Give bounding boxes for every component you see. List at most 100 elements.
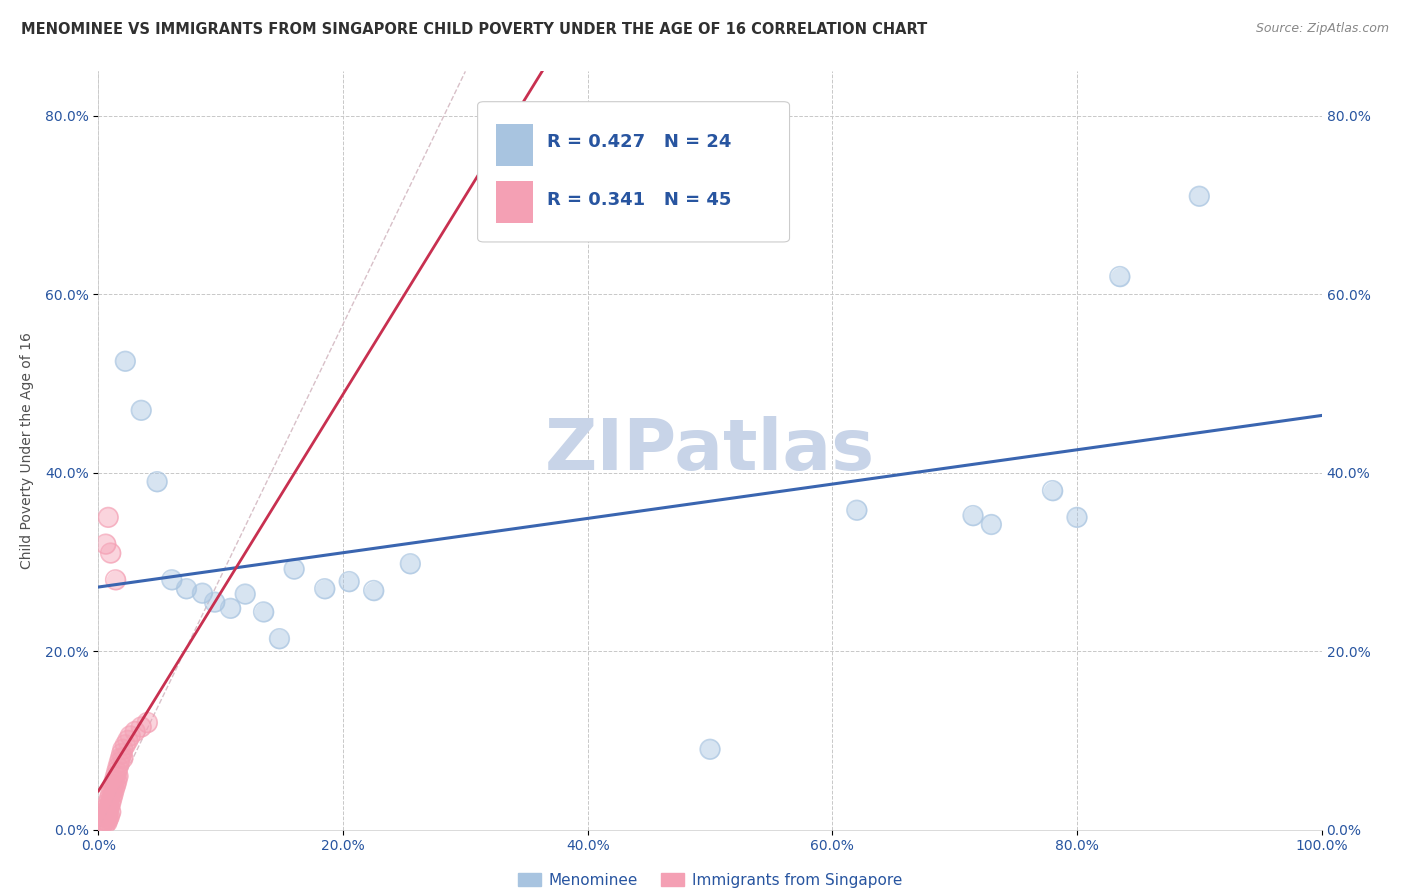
Point (101, 791, 124, 805)
Point (399, 557, 422, 571)
Point (114, 354, 136, 368)
Point (100, 546, 122, 560)
Point (176, 582, 198, 596)
Point (104, 778, 127, 792)
Y-axis label: Child Poverty Under the Age of 16: Child Poverty Under the Age of 16 (20, 332, 34, 569)
Point (124, 724, 146, 739)
Point (96, 815, 118, 830)
Point (845, 503, 868, 517)
Point (96, 800, 118, 814)
Point (94, 805, 117, 819)
Point (101, 778, 124, 792)
Point (107, 769, 129, 783)
Point (269, 632, 291, 646)
Point (337, 574, 360, 589)
Point (124, 724, 146, 739)
FancyBboxPatch shape (496, 124, 533, 166)
Point (91, 818, 114, 832)
Point (93, 818, 115, 832)
Point (96, 800, 118, 814)
Point (107, 760, 129, 774)
Point (110, 751, 132, 765)
Point (97, 812, 120, 826)
Point (204, 595, 226, 609)
Point (93, 809, 115, 823)
Point (337, 574, 360, 589)
Point (103, 773, 125, 788)
Text: ZIPatlas: ZIPatlas (546, 416, 875, 485)
Point (1188, 189, 1211, 203)
Point (104, 769, 127, 783)
Point (98, 809, 121, 823)
Point (146, 475, 169, 489)
Point (114, 354, 136, 368)
Point (233, 587, 256, 601)
Point (98, 791, 121, 805)
Point (103, 782, 125, 797)
Point (204, 595, 226, 609)
Point (104, 778, 127, 792)
Point (104, 769, 127, 783)
Point (91, 814, 114, 828)
Point (283, 562, 305, 576)
Point (1108, 269, 1130, 284)
Point (314, 582, 336, 596)
Text: Source: ZipAtlas.com: Source: ZipAtlas.com (1256, 22, 1389, 36)
Point (101, 791, 124, 805)
Point (980, 517, 1002, 532)
Point (93, 818, 115, 832)
Point (129, 720, 152, 734)
Point (111, 751, 134, 765)
Point (129, 403, 152, 417)
Point (100, 796, 122, 810)
Point (97, 805, 120, 819)
Point (283, 562, 305, 576)
Point (97, 796, 120, 810)
Point (129, 720, 152, 734)
Point (111, 747, 134, 761)
Legend: Menominee, Immigrants from Singapore: Menominee, Immigrants from Singapore (512, 867, 908, 892)
Point (94, 537, 117, 551)
Point (98, 800, 121, 814)
Point (252, 605, 274, 619)
Point (108, 756, 131, 770)
Point (363, 583, 385, 598)
Point (1108, 269, 1130, 284)
Point (111, 751, 134, 765)
Point (100, 805, 122, 819)
Point (962, 508, 984, 523)
Point (1066, 510, 1088, 524)
Point (160, 573, 183, 587)
Point (100, 546, 122, 560)
Point (962, 508, 984, 523)
Point (100, 787, 122, 801)
Text: R = 0.427   N = 24: R = 0.427 N = 24 (547, 133, 731, 151)
Point (146, 475, 169, 489)
Point (96, 809, 118, 823)
FancyBboxPatch shape (496, 181, 533, 223)
Text: MENOMINEE VS IMMIGRANTS FROM SINGAPORE CHILD POVERTY UNDER THE AGE OF 16 CORRELA: MENOMINEE VS IMMIGRANTS FROM SINGAPORE C… (21, 22, 928, 37)
Point (91, 814, 114, 828)
Point (176, 582, 198, 596)
Point (104, 573, 127, 587)
Point (110, 751, 132, 765)
Text: R = 0.341   N = 45: R = 0.341 N = 45 (547, 191, 731, 210)
Point (845, 503, 868, 517)
Point (111, 747, 134, 761)
Point (98, 791, 121, 805)
Point (252, 605, 274, 619)
Point (233, 587, 256, 601)
Point (96, 815, 118, 830)
Point (120, 729, 142, 743)
Point (97, 510, 120, 524)
Point (219, 601, 242, 615)
Point (101, 787, 124, 801)
Point (97, 796, 120, 810)
Point (1188, 189, 1211, 203)
Point (103, 773, 125, 788)
Point (105, 764, 128, 779)
Point (1042, 483, 1064, 498)
Point (100, 787, 122, 801)
Point (101, 778, 124, 792)
Point (101, 782, 124, 797)
